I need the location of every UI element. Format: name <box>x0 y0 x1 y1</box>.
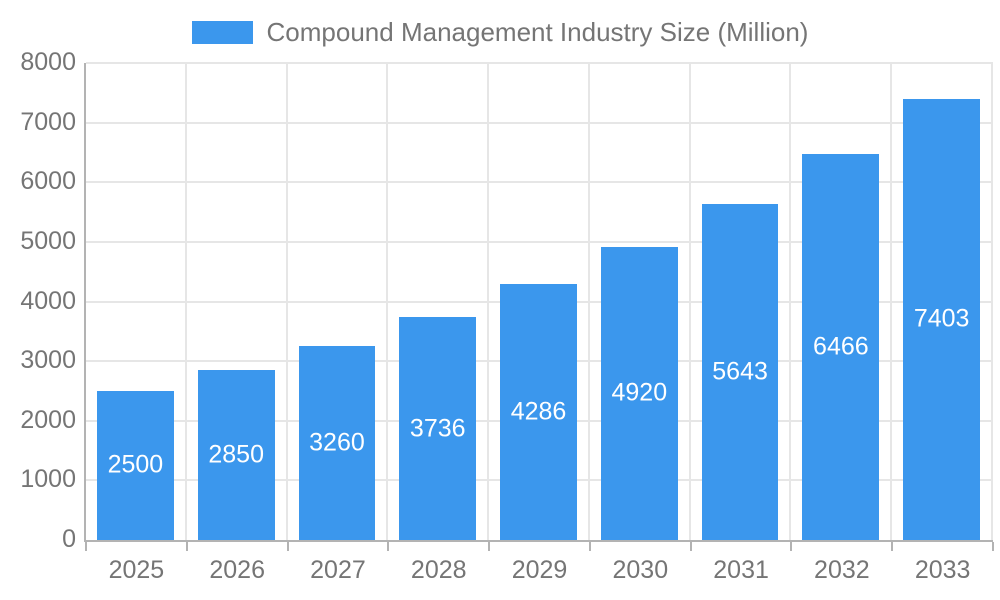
bar: 4286 <box>500 284 577 540</box>
axis-tick <box>891 542 894 551</box>
bar: 5643 <box>701 203 779 540</box>
bar: 2850 <box>197 370 275 540</box>
y-tick-label: 6000 <box>20 167 76 196</box>
axis-tick <box>185 542 188 551</box>
bars-container: 2500 2850 3260 3736 4286 4920 5643 6466 7403 <box>86 63 994 540</box>
bar: 2500 <box>97 390 174 540</box>
bar: 6466 <box>802 154 880 540</box>
x-tick-label: 2032 <box>814 556 870 584</box>
bar-value-label: 4286 <box>510 397 567 426</box>
bar: 4920 <box>600 246 678 540</box>
bar-value-label: 3736 <box>409 414 466 443</box>
bar-value-label: 4920 <box>611 378 668 407</box>
legend-label: Compound Management Industry Size (Milli… <box>266 17 809 47</box>
plot-area: 2500 2850 3260 3736 4286 4920 5643 6466 7403 <box>84 62 994 551</box>
y-tick-label: 7000 <box>20 107 76 136</box>
bar-value-label: 2500 <box>107 450 164 479</box>
x-tick-label: 2029 <box>511 556 568 584</box>
axis-tick <box>85 542 87 551</box>
legend-swatch <box>191 21 253 44</box>
category-cell: 2500 <box>86 63 187 540</box>
gridline <box>86 181 993 184</box>
y-tick-label: 2000 <box>20 405 76 434</box>
y-tick-label: 0 <box>62 524 76 553</box>
x-tick-label: 2033 <box>914 556 971 584</box>
bar: 3736 <box>399 317 477 540</box>
category-cell: 7403 <box>892 63 994 540</box>
axis-tick <box>387 542 390 551</box>
x-axis-line <box>84 540 993 542</box>
y-tick-label: 1000 <box>20 465 76 494</box>
axis-tick <box>286 542 289 551</box>
x-tick-label: 2031 <box>713 556 769 584</box>
x-axis-tick-labels: 2025 2026 2027 2028 2029 2030 2031 2032 2033 <box>86 556 993 585</box>
bar: 3260 <box>298 345 376 540</box>
bar: 7403 <box>903 98 981 540</box>
axis-tick <box>588 542 591 551</box>
bar-value-label: 7403 <box>913 304 970 333</box>
x-tick-label: 2025 <box>108 556 165 584</box>
axis-tick <box>790 542 793 551</box>
x-tick-label: 2027 <box>310 556 366 584</box>
y-tick-label: 8000 <box>20 47 76 76</box>
category-cell: 2850 <box>187 63 288 540</box>
category-cell: 3736 <box>388 63 490 540</box>
bar-value-label: 6466 <box>813 332 869 361</box>
x-tick-label: 2026 <box>209 556 265 584</box>
chart-legend: Compound Management Industry Size (Milli… <box>0 17 1000 48</box>
x-tick-label: 2030 <box>612 556 669 584</box>
category-cell: 5643 <box>691 63 792 540</box>
category-cell: 3260 <box>288 63 389 540</box>
gridline <box>86 240 993 243</box>
x-tick-label: 2028 <box>410 556 467 584</box>
bar-value-label: 3260 <box>309 428 365 457</box>
y-tick-label: 5000 <box>20 226 76 255</box>
gridline <box>86 62 993 64</box>
axis-tick <box>488 542 491 551</box>
bar-value-label: 2850 <box>208 440 264 469</box>
gridline <box>86 121 993 124</box>
y-tick-label: 4000 <box>20 286 76 315</box>
y-axis-labels: 0 1000 2000 3000 4000 5000 6000 7000 8000 <box>0 48 76 553</box>
bar-value-label: 5643 <box>712 357 768 386</box>
axis-tick <box>689 542 692 551</box>
category-cell: 6466 <box>791 63 893 540</box>
y-tick-label: 3000 <box>20 346 76 375</box>
y-axis-line <box>84 63 86 540</box>
axis-tick <box>992 542 994 551</box>
category-cell: 4920 <box>590 63 691 540</box>
category-cell: 4286 <box>489 63 590 540</box>
